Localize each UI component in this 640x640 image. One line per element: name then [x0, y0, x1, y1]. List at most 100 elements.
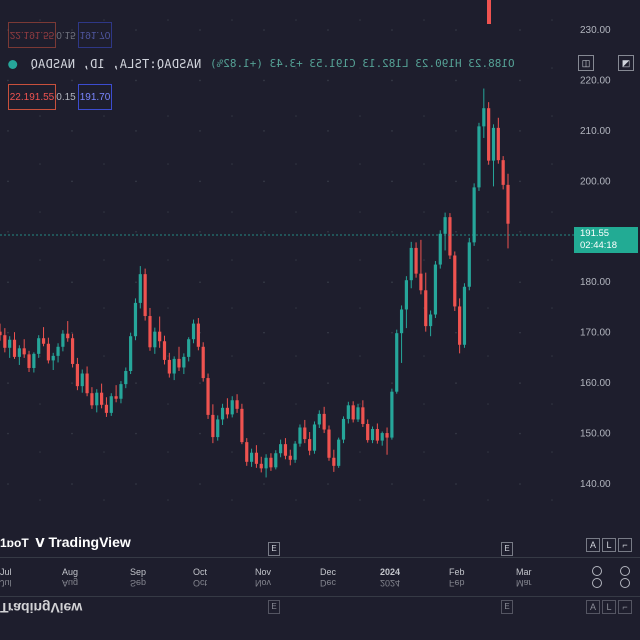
logo-text: TradingView [48, 534, 131, 550]
earnings-marker-icon[interactable]: E [501, 542, 513, 556]
spread-value: 0.15 [56, 91, 76, 103]
earnings-marker-icon[interactable]: E [268, 542, 280, 556]
grid-dot [103, 403, 105, 405]
grid-dot [167, 19, 169, 21]
candle-body [51, 355, 55, 361]
log-scale-button[interactable]: L [602, 538, 616, 552]
auto-scale-button[interactable]: A [586, 538, 600, 552]
candle-body [191, 323, 196, 340]
candle-body [293, 443, 297, 460]
candle-body [240, 408, 244, 443]
time-axis-label: Dec [320, 567, 337, 577]
tradingview-logo[interactable]: 1ɒoT 𝗩 TradingView [0, 534, 131, 550]
candle-body [409, 247, 413, 281]
candle-body [37, 338, 41, 354]
time-axis-border [0, 557, 640, 558]
candle-body [279, 444, 283, 454]
candle-body [70, 338, 75, 364]
earnings-marker-reflection-icon: E [501, 600, 513, 614]
percent-scale-reflection: ⌐ [618, 600, 632, 614]
grid-dot [295, 115, 297, 117]
grid-dot [519, 281, 521, 284]
grid-dot [263, 130, 265, 132]
grid-dot [295, 355, 297, 357]
goto-date-icon[interactable] [592, 578, 602, 588]
grid-dot [7, 382, 9, 384]
grid-dot [359, 307, 361, 309]
percent-scale-button[interactable]: ⌐ [618, 538, 632, 552]
candle-body [167, 359, 171, 374]
candle-body [356, 407, 360, 420]
grid-dot [103, 499, 105, 501]
current-price-value: 191.55 [580, 228, 610, 239]
tradingview-logo-reflection: TradingView [0, 600, 82, 616]
grid-dot [263, 230, 265, 233]
grid-dot [391, 331, 393, 334]
earnings-marker-reflection-icon: E [268, 600, 280, 614]
grid-dot [359, 19, 361, 21]
candle-body [119, 384, 123, 399]
grid-dot [167, 163, 169, 165]
bar-countdown: 02:44:18 [580, 240, 617, 251]
time-axis-label-reflection: Mar [516, 578, 532, 588]
axis-settings-icon[interactable]: ◫ [578, 55, 594, 71]
grid-dot [295, 67, 297, 69]
candle-body [322, 413, 326, 430]
symbol-header[interactable]: NASDAQ:TSLA, 1D, NASDAQ [2, 57, 201, 73]
grid-dot [519, 483, 521, 485]
candle-body [201, 346, 205, 379]
candle-body [269, 457, 273, 468]
candle-body [467, 242, 471, 287]
grid-dot [7, 29, 9, 31]
candle-body [414, 247, 418, 274]
candle-body [230, 400, 234, 415]
candle-body [158, 331, 162, 342]
candlestick-series [0, 88, 510, 478]
candle-body [148, 316, 152, 348]
candle-body [254, 452, 259, 464]
grid-dot [231, 259, 233, 261]
candle-body [196, 323, 200, 347]
log-scale-reflection: L [602, 600, 616, 614]
grid-dot [199, 382, 201, 384]
bid-price-ghost: 22.191.55 [8, 22, 56, 48]
grid-dot [231, 499, 233, 501]
candle-body [332, 457, 336, 466]
grid-dot [263, 483, 265, 485]
screenshot-icon[interactable] [620, 578, 630, 588]
chart-settings-icon[interactable] [620, 566, 630, 576]
candle-body [22, 348, 26, 355]
time-axis-label: Sep [130, 567, 147, 577]
buy-button[interactable]: 191.70 [78, 84, 112, 110]
time-axis-border-lower [0, 596, 640, 597]
logo-text-reflection: TradingView [0, 600, 83, 616]
candle-body [395, 333, 399, 392]
grid-dot [327, 281, 329, 284]
grid-dot [359, 211, 361, 213]
symbol-label: NASDAQ:TSLA, 1D, NASDAQ [30, 57, 202, 71]
grid-dot [263, 382, 265, 384]
grid-dot [423, 115, 425, 117]
goto-realtime-icon[interactable] [592, 566, 602, 576]
candle-body [385, 433, 389, 438]
grid-dot [231, 19, 233, 21]
grid-dot [135, 382, 137, 384]
sell-button[interactable]: 22.191.55 [8, 84, 56, 110]
price-tick-label: 230.00 [580, 25, 611, 36]
candle-body [288, 455, 292, 460]
grid-dot [359, 451, 361, 453]
grid-dot [551, 115, 553, 117]
grid-dot [551, 19, 553, 21]
candle-body [206, 378, 210, 415]
axis-mode-icon[interactable]: ◩ [618, 55, 634, 71]
grid-dot [551, 211, 553, 213]
grid-dot [263, 281, 265, 284]
candle-body [109, 396, 113, 413]
grid-dot [551, 451, 553, 453]
grid-dot [551, 355, 553, 357]
candle-body [419, 273, 423, 291]
time-axis-label-reflection: Jul [0, 578, 12, 588]
grid-dot [487, 403, 489, 405]
grid-dot [7, 79, 9, 82]
